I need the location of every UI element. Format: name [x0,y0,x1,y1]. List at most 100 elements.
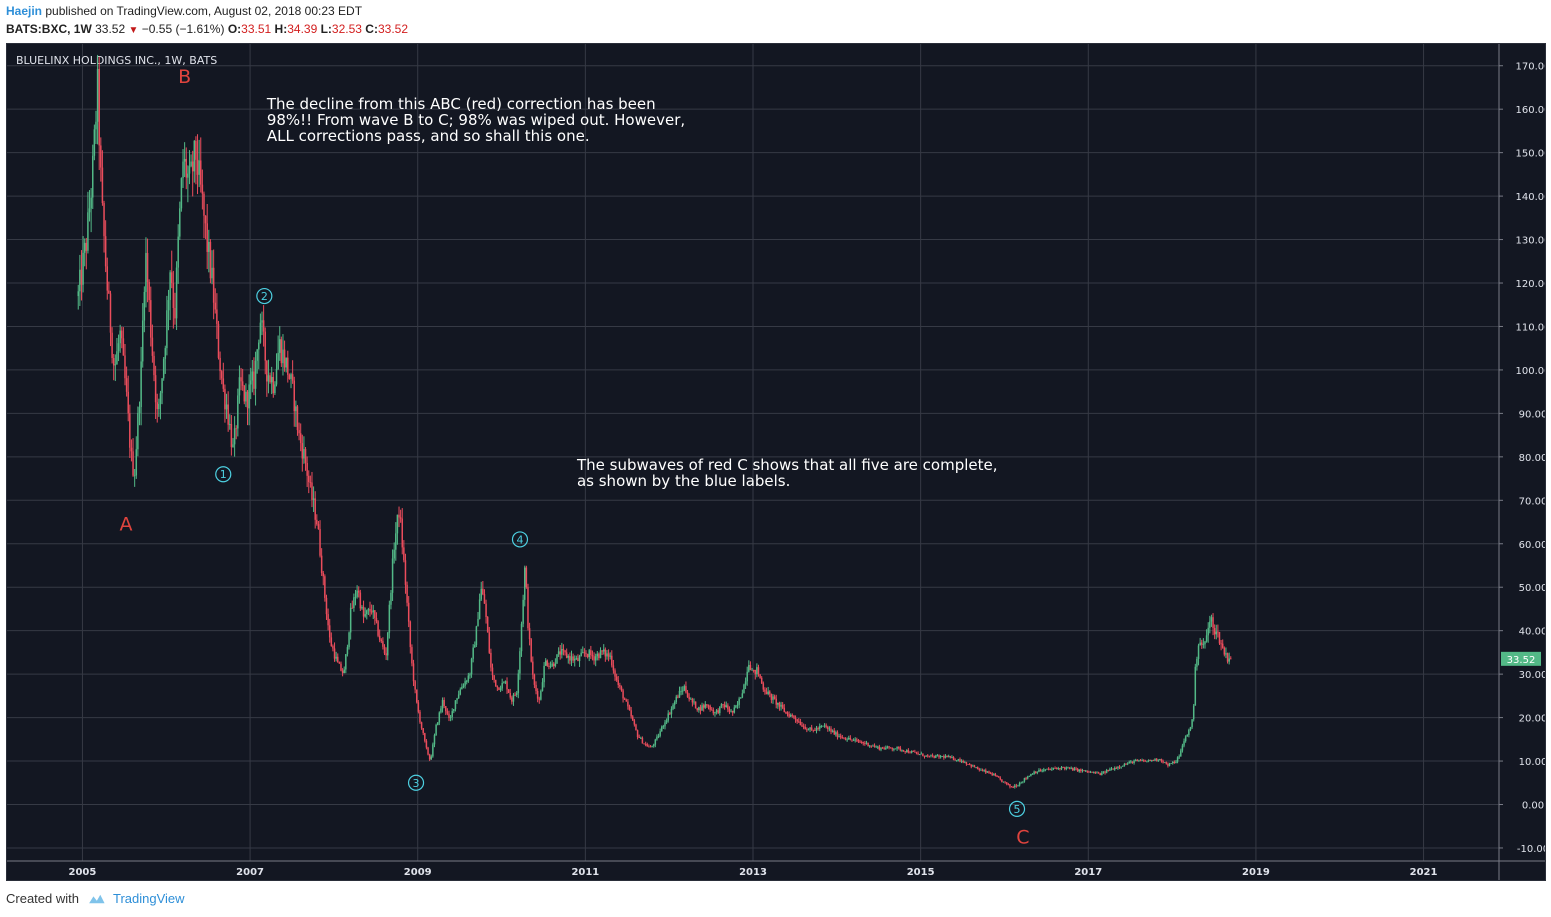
candle-body [195,140,197,160]
candle-body [619,684,621,687]
candle-body [643,743,645,745]
candle-body [727,705,729,710]
candle-body [170,272,173,284]
candle-body [1210,617,1213,622]
candle-body [926,755,929,757]
candle-body [964,762,966,764]
candle-body [960,760,963,762]
candle-body [1094,772,1097,774]
candle-body [715,710,718,713]
tradingview-link[interactable]: TradingView [85,891,185,906]
candle-body [1215,631,1218,635]
candle-body [103,203,105,237]
candle-body [672,704,674,709]
candle-body [535,684,537,691]
candle-body [564,650,566,653]
candle-body [557,651,560,655]
candle-body [151,337,154,356]
annotation-1-line: The decline from this ABC (red) correcti… [266,95,656,113]
candle-body [991,773,993,776]
candle-body [433,735,436,745]
candle-body [627,701,629,707]
candle-body [1142,760,1145,761]
candle-body [454,700,457,710]
candle-body [640,737,642,739]
candle-body [833,730,835,735]
candle-body [1220,643,1222,645]
last-price-label: 33.52 [1507,655,1536,666]
wave-label-blue-2: 2 [261,290,268,303]
candle-body [396,514,399,534]
price-chart[interactable]: 170.00160.00150.00140.00130.00120.00110.… [7,44,1545,880]
candle-body [241,381,244,386]
candle-body [870,745,873,747]
candle-body [1096,772,1098,774]
candle-body [216,309,218,324]
y-tick-label: 0.00 [1522,801,1544,812]
candle-body [491,667,494,676]
candle-body [280,339,283,364]
candle-body [1047,768,1050,770]
candle-body [733,707,736,713]
candle-body [285,357,287,368]
candle-body [954,759,956,761]
candle-body [722,704,724,705]
candle-body [246,391,249,409]
candle-body [264,331,266,361]
candle-body [686,692,689,698]
wave-label-blue-3: 3 [413,777,420,790]
candle-body [878,746,881,750]
candle-body [1160,759,1163,762]
tradingview-brand-text: TradingView [112,891,185,906]
candle-body [793,715,795,718]
candle-body [904,751,906,753]
candle-body [1081,770,1084,772]
candle-body [1163,762,1166,764]
candle-body [359,592,362,609]
candle-body [796,719,798,722]
candle-body [993,774,995,776]
candle-body [501,682,503,689]
chart-panel[interactable]: 170.00160.00150.00140.00130.00120.00110.… [6,43,1546,881]
candle-body [354,596,357,598]
candle-body [509,692,511,698]
candle-body [499,688,502,690]
candle-body [952,756,955,760]
candle-body [859,741,861,743]
candle-body [220,371,223,379]
candle-body [177,236,179,268]
candle-body [1052,767,1055,769]
candle-body [910,751,913,753]
candle-body [512,694,515,702]
candle-body [465,681,468,682]
candle-body [941,756,943,758]
candle-body [428,754,431,760]
candle-body [104,236,107,267]
candle-body [896,747,898,749]
author-link[interactable]: Haejin [6,4,43,18]
candle-body [182,161,184,179]
candle-body [448,713,450,718]
candle-body [1014,785,1016,788]
candle-body [1191,719,1193,728]
candle-body [759,674,761,678]
candle-body [746,671,748,682]
candle-body [332,646,334,649]
candle-body [967,764,969,765]
open-value: 33.51 [241,22,272,36]
candle-body [353,597,355,608]
candle-body [823,725,826,727]
candle-body [258,342,260,350]
y-tick-label: 90.00 [1519,409,1545,420]
candle-body [641,737,644,744]
candle-body [843,737,845,739]
candle-body [1030,774,1032,776]
candle-body [446,711,449,714]
candle-body [249,380,252,385]
candle-body [524,567,526,600]
candle-body [519,651,521,674]
candle-body [507,689,510,693]
candle-body [367,608,370,611]
candle-body [485,603,487,617]
candle-body [298,430,300,434]
